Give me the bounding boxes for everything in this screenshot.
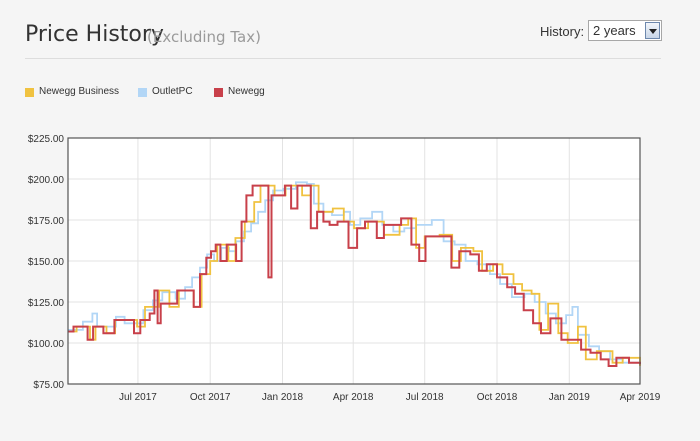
legend-label: Newegg Business <box>39 86 120 97</box>
header-divider <box>25 58 661 59</box>
x-tick-label: Jul 2017 <box>119 392 157 403</box>
y-tick-label: $225.00 <box>28 134 65 145</box>
x-tick-label: Oct 2017 <box>190 392 231 403</box>
plot-border <box>67 137 641 385</box>
history-select[interactable]: 2 years <box>588 20 662 41</box>
x-tick-label: Apr 2019 <box>620 392 661 403</box>
x-tick-label: Oct 2018 <box>477 392 518 403</box>
x-tick-label: Jul 2018 <box>406 392 444 403</box>
chevron-down-icon <box>649 29 657 34</box>
series-group <box>68 181 641 367</box>
y-tick-label: $125.00 <box>28 298 65 309</box>
legend-swatch <box>138 88 147 97</box>
legend-label: OutletPC <box>152 86 193 97</box>
x-tick-label: Jan 2018 <box>262 392 304 403</box>
history-label: History: <box>540 24 585 39</box>
history-select-value: 2 years <box>593 23 636 38</box>
legend-label: Newegg <box>228 86 265 97</box>
x-tick-label: Apr 2018 <box>333 392 374 403</box>
y-tick-label: $150.00 <box>28 257 65 268</box>
series-line-newegg-business[interactable] <box>68 184 641 366</box>
y-tick-label: $200.00 <box>28 175 65 186</box>
history-select-button[interactable] <box>645 22 660 39</box>
page-subtitle: (Excluding Tax) <box>147 28 261 46</box>
y-tick-label: $175.00 <box>28 216 65 227</box>
series-line-newegg[interactable] <box>68 184 641 367</box>
x-axis-ticks: Jul 2017 Oct 2017 Jan 2018 Apr 2018 Jul 2018… <box>119 392 661 403</box>
y-tick-label: $100.00 <box>28 339 65 350</box>
legend-swatch <box>25 88 34 97</box>
page-title: Price History <box>25 22 164 47</box>
price-history-header: Price History (Excluding Tax) History: 2… <box>0 0 700 58</box>
y-axis-ticks: $225.00 $200.00 $175.00 $150.00 $125.00 $100.… <box>28 134 65 391</box>
legend-swatch <box>214 88 223 97</box>
x-tick-label: Jan 2019 <box>549 392 591 403</box>
y-tick-label: $75.00 <box>33 380 64 391</box>
